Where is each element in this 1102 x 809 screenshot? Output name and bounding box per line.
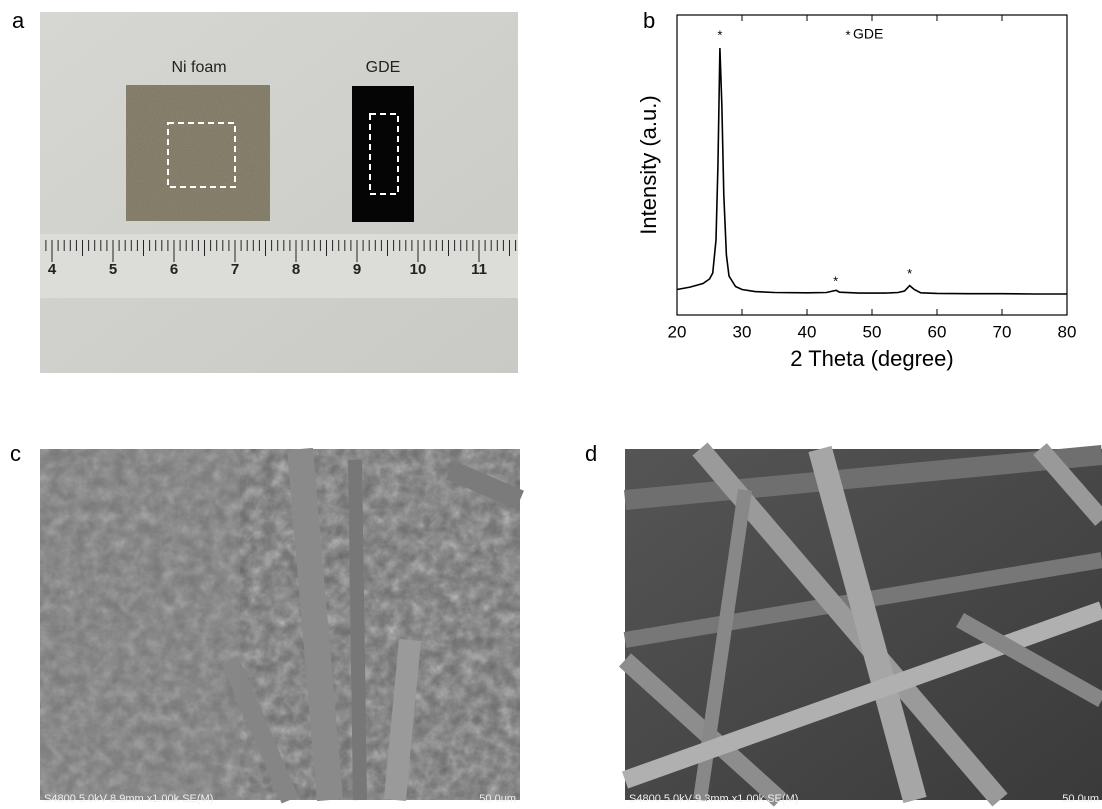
panel-label: a <box>12 8 25 33</box>
plot-frame <box>677 15 1067 315</box>
sem-caption: S4800 5.0kV 9.3mm x1.00k SE(M) <box>629 793 798 805</box>
ruler-label: 6 <box>170 261 178 278</box>
figure: a Ni foam GDE 4 5 6 7 8 9 10 11 b 20 30 40 50 60 70 8… <box>0 0 1102 809</box>
xrd-chart: 20 30 40 50 60 70 80 2 Theta (degree) Intensity … <box>636 15 1077 371</box>
legend-label: GDE <box>853 26 883 42</box>
ruler-label: 8 <box>292 261 300 278</box>
legend-marker: * <box>845 27 850 42</box>
peak-marker: * <box>717 27 722 42</box>
x-tick-label: 30 <box>733 322 752 341</box>
panel-label: c <box>10 441 21 466</box>
x-tick-label: 40 <box>798 322 817 341</box>
ruler-label: 9 <box>353 261 361 278</box>
panel-label: b <box>643 8 655 33</box>
x-tick-label: 70 <box>993 322 1012 341</box>
sem-caption: S4800 5.0kV 8.9mm x1.00k SE(M) <box>44 793 213 805</box>
xrd-line <box>677 48 1067 294</box>
coating <box>40 449 240 800</box>
ni-foam <box>126 85 270 221</box>
photo <box>40 12 518 373</box>
gde-sample <box>352 86 414 222</box>
scale-bar-label: 50.0um <box>1062 793 1099 805</box>
x-tick-label: 80 <box>1058 322 1077 341</box>
peak-marker: * <box>907 266 912 281</box>
scale-bar-label: 50.0um <box>479 793 516 805</box>
sample-label: GDE <box>366 59 401 76</box>
ruler-label: 10 <box>410 261 427 278</box>
x-tick-label: 20 <box>668 322 687 341</box>
x-tick-label: 50 <box>863 322 882 341</box>
x-axis-label: 2 Theta (degree) <box>790 346 953 371</box>
ruler-label: 5 <box>109 261 117 278</box>
peak-marker: * <box>833 273 838 288</box>
sample-label: Ni foam <box>171 59 226 76</box>
ruler-label: 7 <box>231 261 239 278</box>
x-tick-label: 60 <box>928 322 947 341</box>
ruler-label: 4 <box>48 261 57 278</box>
ruler-label: 11 <box>471 261 487 278</box>
panel-label: d <box>585 441 597 466</box>
y-axis-label: Intensity (a.u.) <box>636 95 661 234</box>
